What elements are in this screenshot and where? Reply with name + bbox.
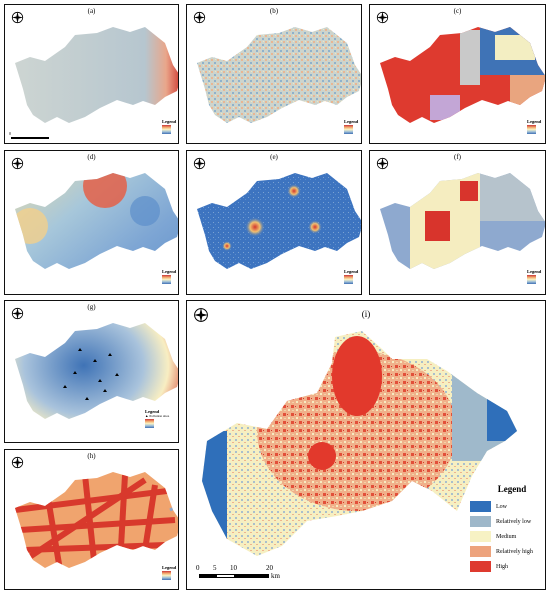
legend-item-low: Low [470, 499, 546, 514]
panel-label: (g) [87, 303, 96, 311]
legend-ramp [527, 275, 536, 284]
legend-ramp [527, 125, 536, 134]
legend-item-high: High [470, 559, 546, 574]
scale-tick: 20 [266, 564, 273, 572]
legend-item-relatively-low: Relatively low [470, 514, 546, 529]
compass-icon [11, 11, 24, 24]
pollution-site-icon: ▲ [145, 414, 150, 418]
scale-bar: 0 [9, 131, 49, 139]
compass-icon [376, 11, 389, 24]
legend-title: Legend [527, 119, 542, 124]
map-a [15, 27, 178, 123]
legend: Legend [527, 119, 541, 134]
legend: Legend [162, 119, 176, 134]
panel-b: (b) Legend [186, 4, 362, 144]
panel-f: (f) Legend [369, 150, 546, 295]
pollution-site-markers [63, 348, 119, 400]
legend-label: High [496, 563, 508, 570]
legend-ramp [162, 275, 171, 284]
legend-main: Legend Low Relatively low Medium Relativ… [470, 484, 546, 574]
panel-label: (f) [454, 153, 461, 161]
scale-unit: km [271, 572, 280, 580]
legend: Legend [344, 269, 358, 284]
panel-c: (c) Legend [369, 4, 546, 144]
scale-tick: 0 [9, 131, 11, 136]
legend-title: Legend [497, 484, 527, 494]
legend-title: Legend [162, 565, 177, 570]
scale-tick: 5 [213, 564, 217, 572]
map-d [15, 173, 178, 269]
map-c [380, 27, 545, 123]
compass-icon [193, 307, 209, 323]
compass-icon [11, 307, 24, 320]
legend: Legend [162, 565, 176, 580]
legend-title: Legend [162, 269, 177, 274]
legend-ramp [145, 419, 154, 428]
legend: Legend [527, 269, 541, 284]
legend-ramp [344, 125, 353, 134]
legend-label: Low [496, 503, 507, 510]
panel-label: (c) [453, 7, 462, 15]
map-g [15, 323, 178, 419]
legend-label: Relatively high [496, 548, 533, 555]
panel-e: (e) Legend [186, 150, 362, 295]
legend-item-relatively-high: Relatively high [470, 544, 546, 559]
legend-label: Medium [496, 533, 517, 540]
legend-label: Relatively low [496, 518, 532, 525]
compass-icon [193, 157, 206, 170]
panel-g: (g) Legend ▲ Pollution sites [4, 300, 179, 443]
map-h [15, 472, 178, 568]
legend-title: Legend [145, 409, 160, 414]
panel-d: (d) Legend [4, 150, 179, 295]
map-f [380, 173, 545, 269]
legend: Legend [344, 119, 358, 134]
panel-label: (d) [87, 153, 96, 161]
compass-icon [11, 456, 24, 469]
panel-a: (a) 0 Legend [4, 4, 179, 144]
panel-label: (i) [361, 309, 371, 319]
panel-label: (h) [87, 452, 96, 460]
compass-icon [11, 157, 24, 170]
legend-item-medium: Medium [470, 529, 546, 544]
compass-icon [376, 157, 389, 170]
compass-icon [193, 11, 206, 24]
legend-title: Legend [344, 119, 359, 124]
map-b [197, 27, 361, 123]
legend: Legend [162, 269, 176, 284]
panel-label: (a) [87, 7, 96, 15]
legend-title: Legend [162, 119, 177, 124]
map-i [202, 331, 517, 556]
scale-tick: 10 [230, 564, 237, 572]
legend: Legend ▲ Pollution sites [145, 409, 178, 428]
legend-ramp [162, 125, 171, 134]
legend-point-label: Pollution sites [149, 414, 170, 418]
legend-title: Legend [527, 269, 542, 274]
legend-title: Legend [344, 269, 359, 274]
panel-label: (e) [270, 153, 278, 161]
scale-tick: 0 [196, 564, 200, 572]
legend-ramp [162, 571, 171, 580]
panel-label: (b) [269, 7, 279, 15]
panel-h: (h) Legend [4, 449, 179, 590]
map-e [197, 173, 361, 269]
legend-ramp [344, 275, 353, 284]
